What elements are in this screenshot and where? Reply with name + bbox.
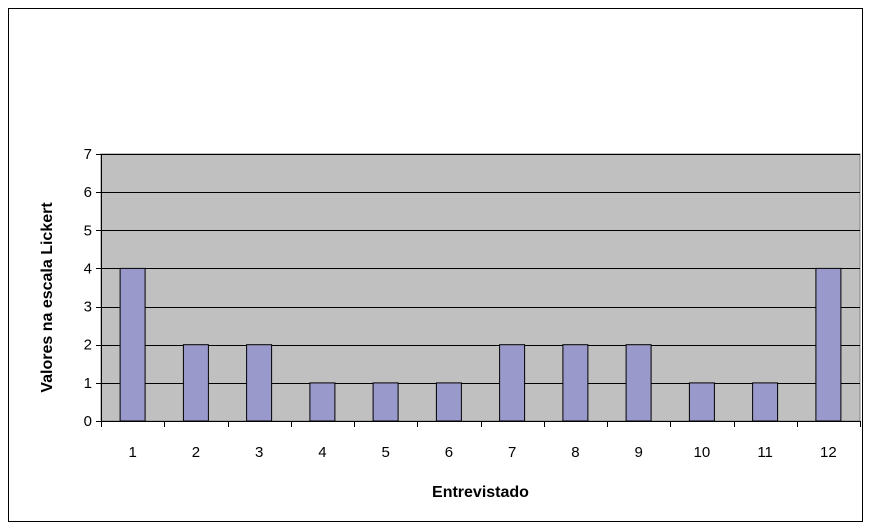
bar-7: [499, 344, 526, 422]
y-tick-label-1: 1: [84, 375, 92, 392]
bar-6: [435, 382, 462, 422]
x-tick-label-12: 12: [820, 444, 837, 461]
x-tick-label-7: 7: [508, 444, 516, 461]
y-tick-labels: 0 1 2 3 4 5 6 7: [84, 146, 92, 430]
bar-9: [625, 344, 652, 422]
bar-10: [688, 382, 715, 422]
bar-5: [372, 382, 399, 422]
x-tick-label-5: 5: [381, 444, 389, 461]
y-tick-label-6: 6: [84, 184, 92, 201]
bars: [119, 267, 842, 422]
axes: [96, 154, 861, 427]
y-tick-label-2: 2: [84, 337, 92, 354]
x-tick-label-9: 9: [634, 444, 642, 461]
bar-12: [815, 267, 842, 422]
x-tick-label-1: 1: [128, 444, 136, 461]
plot-area: [100, 153, 861, 422]
x-tick-labels: 1 2 3 4 5 6 7 8 9 10 11 12: [128, 444, 836, 461]
bar-3: [246, 344, 273, 422]
x-tick-label-6: 6: [445, 444, 453, 461]
y-tick-label-7: 7: [84, 146, 92, 163]
x-tick-label-11: 11: [757, 444, 773, 461]
y-tick-label-5: 5: [84, 222, 92, 239]
bar-4: [309, 382, 336, 422]
y-axis-title: Valores na escala Lickert: [39, 202, 56, 393]
y-tick-label-4: 4: [84, 260, 92, 277]
x-tick-label-3: 3: [255, 444, 263, 461]
x-tick-label-2: 2: [192, 444, 200, 461]
gridlines: [101, 154, 860, 384]
y-tick-label-0: 0: [84, 413, 92, 430]
bar-11: [752, 382, 779, 422]
bar-1: [119, 267, 146, 422]
x-tick-label-10: 10: [694, 444, 711, 461]
x-tick-label-8: 8: [571, 444, 579, 461]
bar-8: [562, 344, 589, 422]
y-tick-label-3: 3: [84, 299, 92, 316]
x-tick-label-4: 4: [318, 444, 326, 461]
bar-2: [182, 344, 209, 422]
x-axis-title: Entrevistado: [432, 484, 529, 501]
